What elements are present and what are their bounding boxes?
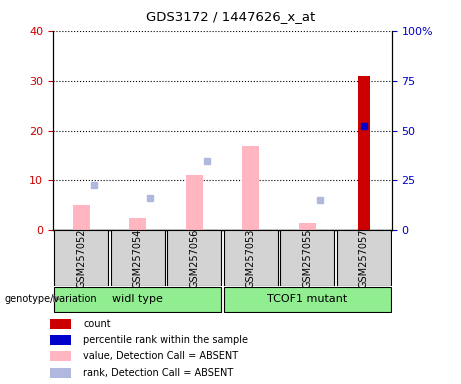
Text: widl type: widl type — [112, 294, 163, 304]
Bar — [167, 230, 221, 286]
Bar — [224, 287, 391, 312]
Bar — [242, 146, 259, 230]
Bar — [54, 230, 108, 286]
Bar — [73, 205, 90, 230]
Bar — [129, 218, 146, 230]
Text: GSM257054: GSM257054 — [133, 228, 143, 288]
Text: GDS3172 / 1447626_x_at: GDS3172 / 1447626_x_at — [146, 10, 315, 23]
Text: rank, Detection Call = ABSENT: rank, Detection Call = ABSENT — [83, 367, 234, 377]
Bar — [299, 223, 316, 230]
Bar — [50, 351, 71, 361]
Text: value, Detection Call = ABSENT: value, Detection Call = ABSENT — [83, 351, 238, 361]
Bar — [54, 287, 221, 312]
Bar — [358, 76, 370, 230]
Text: count: count — [83, 319, 111, 329]
Bar — [224, 230, 278, 286]
Bar — [280, 230, 334, 286]
Bar — [50, 367, 71, 377]
Text: GSM257057: GSM257057 — [359, 228, 369, 288]
Text: genotype/variation: genotype/variation — [5, 294, 97, 304]
Text: GSM257055: GSM257055 — [302, 228, 312, 288]
Bar — [50, 335, 71, 345]
Text: percentile rank within the sample: percentile rank within the sample — [83, 335, 248, 345]
Text: GSM257053: GSM257053 — [246, 228, 256, 288]
Text: GSM257056: GSM257056 — [189, 228, 199, 288]
Bar — [186, 175, 203, 230]
Text: GSM257052: GSM257052 — [76, 228, 86, 288]
Bar — [111, 230, 165, 286]
Bar — [50, 319, 71, 329]
Text: TCOF1 mutant: TCOF1 mutant — [267, 294, 347, 304]
Bar — [337, 230, 391, 286]
